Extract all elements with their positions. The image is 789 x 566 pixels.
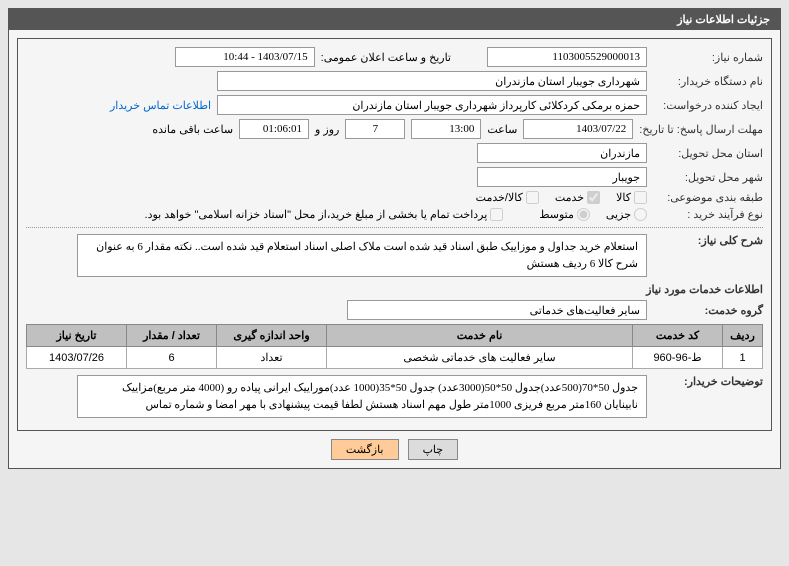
row-subject-class: طبقه بندی موضوعی: کالا خدمت کالا/خدمت [26,191,763,204]
time-remaining-label: ساعت باقی مانده [152,123,233,136]
td-date: 1403/07/26 [27,347,127,369]
announce-label: تاریخ و ساعت اعلان عمومی: [321,51,451,64]
requester-value: حمزه برمکی کردکلائی کارپرداز شهرداری جوی… [217,95,647,115]
service-group-value: سایر فعالیت‌های خدماتی [347,300,647,320]
details-subpanel: شماره نیاز: 1103005529000013 تاریخ و ساع… [17,38,772,431]
rb-partial[interactable]: جزیی [606,208,647,221]
td-code: ط-96-960 [633,347,723,369]
buyer-notes-value: جدول 50*70(500عدد)جدول 50*50(3000عدد) جد… [77,375,647,418]
row-deadline: مهلت ارسال پاسخ: تا تاریخ: 1403/07/22 سا… [26,119,763,139]
action-buttons: چاپ بازگشت [17,439,772,460]
row-buyer-org: نام دستگاه خریدار: شهرداری جویبار استان … [26,71,763,91]
cb-service-input[interactable] [587,191,600,204]
buyer-org-label: نام دستگاه خریدار: [653,75,763,88]
print-button[interactable]: چاپ [408,439,459,460]
cb-goods-input[interactable] [634,191,647,204]
th-qty: تعداد / مقدار [127,325,217,347]
row-need-desc: شرح کلی نیاز: استعلام خرید جداول و موزای… [26,234,763,277]
need-number-value: 1103005529000013 [487,47,647,67]
days-remaining: 7 [345,119,405,139]
services-table: ردیف کد خدمت نام خدمت واحد اندازه گیری ت… [26,324,763,369]
back-button[interactable]: بازگشت [331,439,399,460]
row-requester: ایجاد کننده درخواست: حمزه برمکی کردکلائی… [26,95,763,115]
cb-goods-service[interactable]: کالا/خدمت [476,191,539,204]
table-row: 1 ط-96-960 سایر فعالیت های خدماتی شخصی ت… [27,347,763,369]
days-word: روز و [315,123,339,136]
table-header-row: ردیف کد خدمت نام خدمت واحد اندازه گیری ت… [27,325,763,347]
cb-goods[interactable]: کالا [616,191,647,204]
cb-goods-service-input[interactable] [526,191,539,204]
td-name: سایر فعالیت های خدماتی شخصی [327,347,633,369]
cb-service[interactable]: خدمت [555,191,600,204]
buyer-notes-label: توضیحات خریدار: [653,375,763,388]
buyer-org-value: شهرداری جویبار استان مازندران [217,71,647,91]
panel-title: جزئیات اطلاعات نیاز [9,9,780,30]
province-label: استان محل تحویل: [653,147,763,160]
deadline-label: مهلت ارسال پاسخ: تا تاریخ: [639,123,763,136]
row-service-group: گروه خدمت: سایر فعالیت‌های خدماتی [26,300,763,320]
deadline-date: 1403/07/22 [523,119,633,139]
row-purchase-type: نوع فرآیند خرید : جزیی متوسط پرداخت تمام… [26,208,763,221]
cb-payment-note[interactable]: پرداخت تمام یا بخشی از مبلغ خرید،از محل … [145,208,504,221]
th-code: کد خدمت [633,325,723,347]
row-need-number: شماره نیاز: 1103005529000013 تاریخ و ساع… [26,47,763,67]
contact-link[interactable]: اطلاعات تماس خریدار [110,99,211,112]
rb-medium[interactable]: متوسط [539,208,590,221]
rb-partial-input[interactable] [634,208,647,221]
row-buyer-notes: توضیحات خریدار: جدول 50*70(500عدد)جدول 5… [26,375,763,418]
rb-medium-input[interactable] [577,208,590,221]
need-desc-value: استعلام خرید جداول و موزاییک طبق اسناد ق… [77,234,647,277]
requester-label: ایجاد کننده درخواست: [653,99,763,112]
service-group-label: گروه خدمت: [653,304,763,317]
time-label: ساعت [487,123,517,136]
need-desc-label: شرح کلی نیاز: [653,234,763,247]
need-number-label: شماره نیاز: [653,51,763,64]
time-remaining: 01:06:01 [239,119,309,139]
row-city: شهر محل تحویل: جویبار [26,167,763,187]
row-province: استان محل تحویل: مازندران [26,143,763,163]
city-value: جویبار [477,167,647,187]
services-section-title: اطلاعات خدمات مورد نیاز [26,283,763,296]
td-qty: 6 [127,347,217,369]
main-panel: جزئیات اطلاعات نیاز شماره نیاز: 11030055… [8,8,781,469]
th-date: تاریخ نیاز [27,325,127,347]
deadline-time: 13:00 [411,119,481,139]
city-label: شهر محل تحویل: [653,171,763,184]
th-row: ردیف [723,325,763,347]
th-unit: واحد اندازه گیری [217,325,327,347]
province-value: مازندران [477,143,647,163]
td-unit: تعداد [217,347,327,369]
subject-class-label: طبقه بندی موضوعی: [653,191,763,204]
purchase-type-label: نوع فرآیند خرید : [653,208,763,221]
announce-value: 1403/07/15 - 10:44 [175,47,315,67]
th-name: نام خدمت [327,325,633,347]
cb-payment-input[interactable] [490,208,503,221]
td-num: 1 [723,347,763,369]
